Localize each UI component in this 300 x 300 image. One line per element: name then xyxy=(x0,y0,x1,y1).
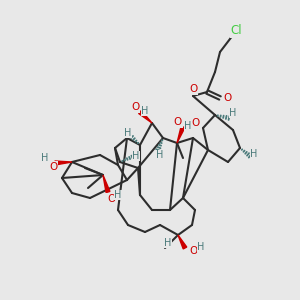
Text: O: O xyxy=(107,194,115,204)
Text: Cl: Cl xyxy=(230,25,242,38)
Text: H: H xyxy=(41,153,49,163)
Text: H: H xyxy=(229,108,237,118)
Text: O: O xyxy=(189,246,197,256)
Polygon shape xyxy=(139,110,152,123)
Text: O: O xyxy=(192,118,200,128)
Polygon shape xyxy=(177,126,185,143)
Text: H: H xyxy=(197,242,205,252)
Text: H: H xyxy=(132,151,140,161)
Text: H: H xyxy=(114,190,122,200)
Text: H: H xyxy=(250,149,258,159)
Polygon shape xyxy=(178,235,187,249)
Text: H: H xyxy=(184,121,192,131)
Text: H: H xyxy=(141,106,149,116)
Text: H: H xyxy=(164,238,172,248)
Text: O: O xyxy=(224,93,232,103)
Text: O: O xyxy=(49,162,57,172)
Text: O: O xyxy=(189,84,197,94)
Text: O: O xyxy=(174,117,182,127)
Text: O: O xyxy=(131,102,139,112)
Polygon shape xyxy=(55,161,72,165)
Text: H: H xyxy=(124,128,132,138)
Polygon shape xyxy=(103,175,110,193)
Text: H: H xyxy=(156,150,164,160)
